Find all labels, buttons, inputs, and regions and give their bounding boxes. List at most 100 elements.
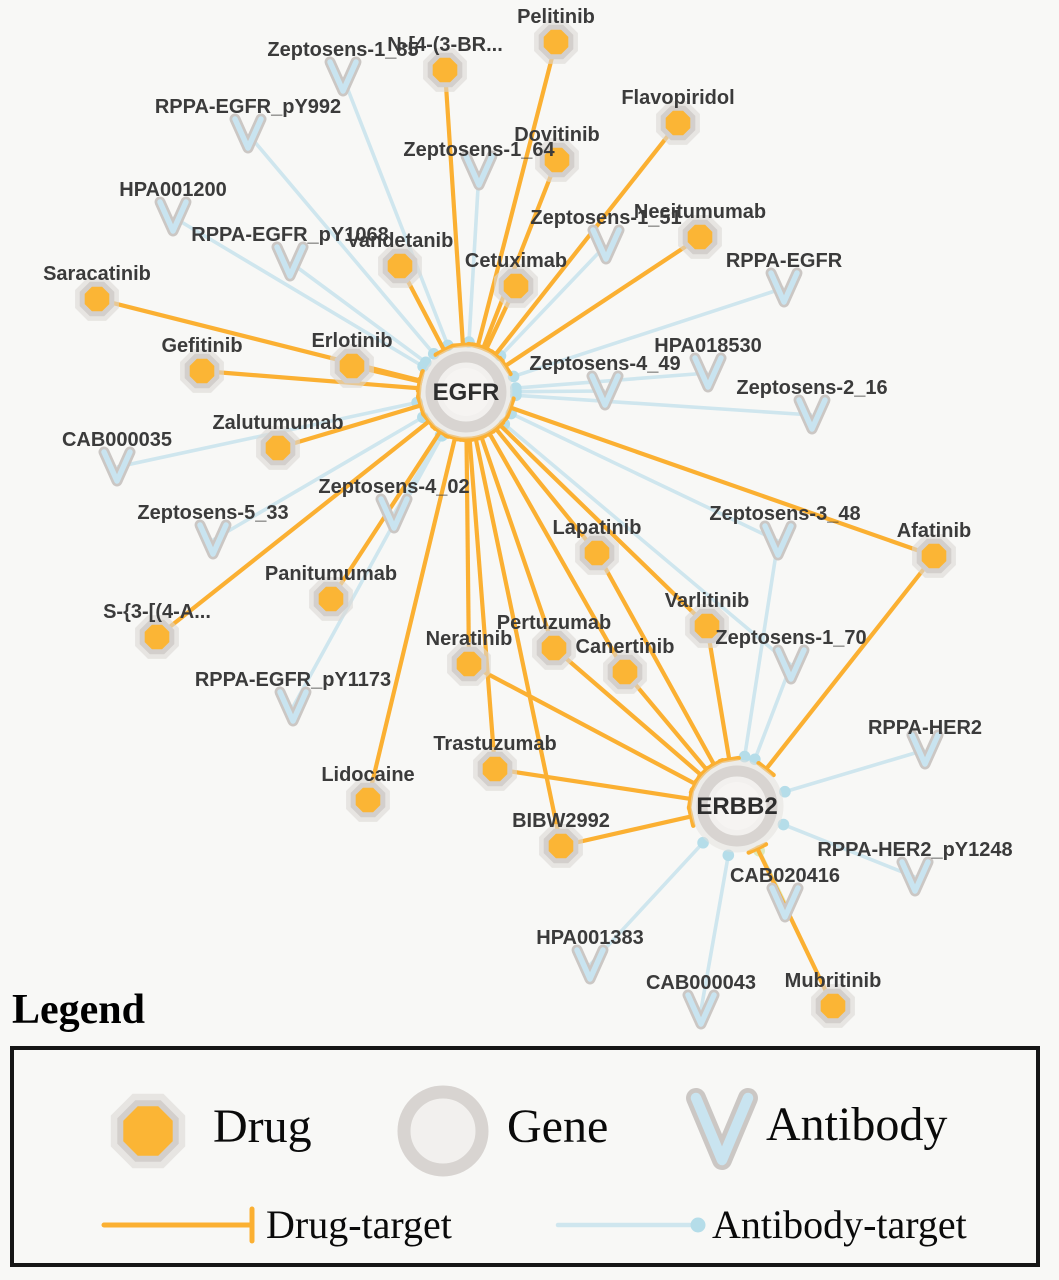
drug-target-edge — [481, 159, 559, 350]
drug-node-glow — [535, 138, 579, 182]
drug-edge-tee — [686, 804, 696, 828]
antibody-node-inner — [274, 244, 306, 279]
drug-target-edge — [155, 419, 431, 639]
drug-node-cetuximab[interactable] — [498, 268, 534, 304]
drug-node-dovitinib[interactable] — [539, 142, 575, 178]
antibody-node-inner — [796, 397, 828, 432]
drug-target-edge — [479, 435, 556, 649]
drug-target-edge-legend-icon — [101, 1206, 255, 1244]
antibody-target-edge — [291, 434, 444, 708]
antibody-target-edge — [782, 822, 916, 879]
drug-label-pertuzumab: Pertuzumab — [497, 612, 611, 634]
drug-node-vandetanib[interactable] — [382, 248, 418, 284]
drug-label-pelitinib: Pelitinib — [517, 6, 595, 28]
drug-label-bibw2992: BIBW2992 — [512, 810, 610, 832]
drug-node-afatinib[interactable] — [916, 538, 952, 574]
drug-node-varlitinib[interactable] — [689, 608, 725, 644]
legend-label-gene: Gene — [507, 1100, 609, 1153]
drug-node-trastuzumab[interactable] — [477, 751, 513, 787]
drug-edge-tee — [756, 760, 776, 778]
drug-node-glow — [912, 534, 956, 578]
antibody-target-edge — [515, 389, 606, 394]
antibody-target-edge-legend-icon — [555, 1217, 706, 1233]
antibody-node-inner — [589, 373, 621, 408]
antibody-target-edge — [288, 260, 427, 364]
drug-target-edge — [201, 368, 420, 391]
drug-node-lidocaine[interactable] — [350, 782, 386, 818]
drug-node-glow — [256, 426, 300, 470]
drug-node-bibw2992[interactable] — [543, 828, 579, 864]
gene-label-ERBB2: ERBB2 — [696, 793, 777, 820]
drug-node-erlotinib[interactable] — [334, 348, 370, 384]
drug-target-edge — [755, 847, 835, 1007]
drug-node-canertinib[interactable] — [607, 654, 643, 690]
gene-node-halo — [419, 345, 513, 439]
drug-node-glow — [330, 344, 374, 388]
antibody-label-hpa001383: HPA001383 — [536, 927, 643, 949]
drug-node-pelitinib[interactable] — [538, 24, 574, 60]
drug-node-n-4-3-br[interactable] — [427, 52, 463, 88]
drug-edge-tee — [421, 411, 438, 431]
drug-target-edge — [473, 437, 564, 847]
legend-label-antibody: Antibody — [766, 1098, 948, 1151]
antibody-label-zeptosens-5_33: Zeptosens-5_33 — [137, 502, 288, 524]
drug-node-saracatinib[interactable] — [79, 281, 115, 317]
drug-target-edge — [468, 662, 697, 786]
drug-target-edge — [764, 554, 936, 771]
drug-edge-tee — [717, 755, 741, 764]
antibody-node-inner — [909, 732, 941, 767]
drug-edge-tee — [504, 396, 516, 419]
drug-label-varlitinib: Varlitinib — [665, 590, 749, 612]
antibody-node-inner — [232, 116, 264, 151]
antibody-legend-icon — [686, 1088, 758, 1170]
antibody-target-edge — [515, 393, 813, 417]
drug-target-edge — [464, 438, 472, 665]
drug-node-necitumumab[interactable] — [682, 219, 718, 255]
antibody-node-inner — [590, 227, 622, 262]
antibody-label-rppa-egfr_py992: RPPA-EGFR_pY992 — [155, 96, 341, 118]
antibody-label-rppa-egfr_py1068: RPPA-EGFR_pY1068 — [191, 224, 388, 246]
antibody-node-inner — [899, 859, 931, 894]
drug-node-zalutumumab[interactable] — [260, 430, 296, 466]
drug-node-panitumumab[interactable] — [313, 581, 349, 617]
drug-target-edge — [552, 646, 703, 777]
antibody-target-edge — [212, 415, 424, 542]
drug-node-glow — [378, 244, 422, 288]
drug-label-cetuximab: Cetuximab — [465, 250, 567, 272]
antibody-node-inner — [197, 522, 229, 557]
antibody-target-edge — [341, 76, 450, 347]
drug-edge-tee — [451, 342, 475, 348]
antibody-label-cab000035: CAB000035 — [62, 429, 172, 451]
drug-node-pertuzumab[interactable] — [536, 630, 572, 666]
drug-node-gefitinib[interactable] — [184, 353, 220, 389]
antibody-label-rppa-egfr: RPPA-EGFR — [726, 250, 843, 272]
drug-node-flavopiridol[interactable] — [660, 105, 696, 141]
drug-target-edge — [509, 405, 935, 558]
antibody-label-rppa-egfr_py1173: RPPA-EGFR_pY1173 — [195, 669, 391, 691]
antibody-edge-dot — [722, 849, 735, 862]
drug-node-s-3-4-a[interactable] — [139, 619, 175, 655]
antibody-target-edge — [510, 411, 779, 543]
drug-edge-tee — [497, 355, 513, 377]
drug-node-glow — [656, 101, 700, 145]
drug-node-neratinib[interactable] — [451, 646, 487, 682]
antibody-legend-inner — [690, 1092, 754, 1166]
drug-node-lapatinib[interactable] — [579, 535, 615, 571]
antibody-label-zeptosens-2_16: Zeptosens-2_16 — [736, 377, 887, 399]
drug-target-edge — [365, 437, 458, 801]
drug-node-glow — [180, 349, 224, 393]
drug-node-mubritinib[interactable] — [815, 988, 851, 1024]
antibody-target-edge — [753, 664, 793, 760]
antibody-target-edge — [467, 170, 481, 343]
antibody-node-inner — [327, 59, 359, 94]
antibody-node-inner — [157, 199, 189, 234]
drug-target-edge — [498, 423, 709, 628]
antibody-label-zeptosens-1_85: Zeptosens-1_85 — [267, 39, 418, 61]
drug-label-vandetanib: Vandetanib — [347, 230, 454, 252]
gene-legend-ring — [397, 1085, 489, 1177]
antibody-node-inner — [574, 947, 606, 982]
drug-label-panitumumab: Panitumumab — [265, 563, 397, 585]
antibody-edge-dot — [738, 750, 751, 763]
drug-label-dovitinib: Dovitinib — [514, 124, 600, 146]
